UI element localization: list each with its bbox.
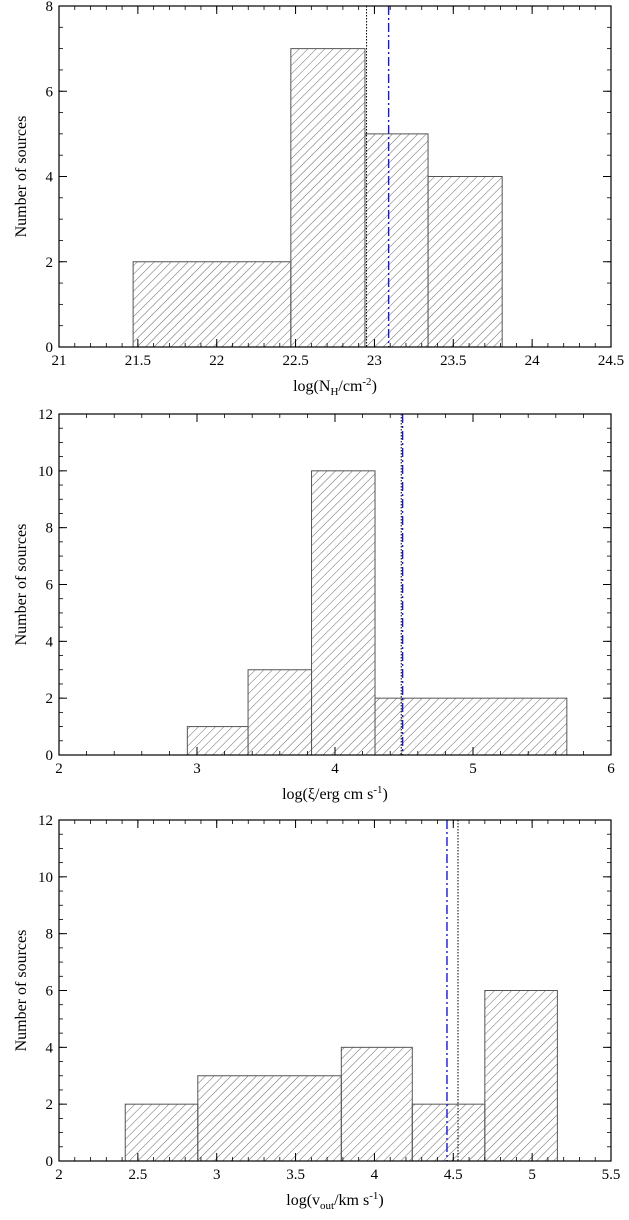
x-tick-label: 21 [52, 353, 67, 369]
y-tick-label: 12 [38, 813, 53, 829]
x-axis-label-mid: /cm [338, 378, 363, 395]
x-axis-label-base: log(ξ/erg cm s [282, 786, 373, 803]
histogram-bar-3 [364, 133, 429, 348]
y-axis-label: Number of sources [13, 930, 30, 1052]
histogram-bar-3 [311, 470, 376, 756]
histogram-bar-1 [124, 1103, 199, 1162]
histogram-bar-4 [411, 1103, 486, 1162]
y-tick-label: 6 [46, 84, 54, 100]
y-axis-label: Number of sources [13, 116, 30, 238]
x-tick-label: 22.5 [282, 353, 308, 369]
x-axis-label-base: log(N [293, 378, 331, 395]
x-tick-label: 5 [469, 761, 477, 777]
histogram-bar-3 [340, 1046, 413, 1162]
x-axis-label-end: ) [372, 378, 377, 395]
histogram-bar-4 [374, 697, 568, 756]
x-axis-label: log(vout/km s-1) [286, 1190, 383, 1212]
x-axis-label: log(ξ/erg cm s-1) [282, 784, 388, 803]
y-tick-label: 4 [46, 170, 54, 186]
y-tick-label: 0 [46, 1154, 54, 1170]
x-tick-label: 6 [607, 761, 615, 777]
y-tick-label: 8 [46, 927, 54, 943]
y-tick-label: 2 [46, 1097, 54, 1113]
y-tick-label: 0 [46, 340, 54, 356]
y-tick-label: 12 [38, 407, 53, 423]
histogram-bar-4 [427, 176, 503, 348]
x-axis-label-mid: /km s [334, 1192, 369, 1209]
x-tick-label: 24 [525, 353, 541, 369]
x-axis-label-end: ) [378, 1192, 383, 1209]
x-tick-label: 21.5 [125, 353, 151, 369]
y-tick-label: 6 [46, 984, 54, 1000]
x-tick-label: 5.5 [602, 1167, 621, 1183]
y-tick-label: 10 [38, 464, 53, 480]
y-tick-label: 4 [46, 1040, 54, 1056]
x-axis-label-sup: -1 [373, 784, 382, 796]
y-tick-label: 8 [46, 0, 54, 15]
x-axis-label: log(NH/cm-2) [293, 376, 377, 398]
histogram-bar-1 [186, 726, 249, 756]
x-axis-label-sub: out [320, 1200, 334, 1212]
x-tick-label: 2.5 [128, 1167, 147, 1183]
x-tick-label: 2 [55, 1167, 63, 1183]
x-axis-label-base: log(v [286, 1192, 320, 1209]
histogram-bar-2 [247, 669, 313, 756]
x-axis-label-sup: -2 [362, 376, 371, 388]
y-tick-label: 2 [46, 691, 54, 707]
x-tick-label: 3 [193, 761, 201, 777]
histogram-bar-2 [290, 48, 366, 348]
histogram-bar-1 [132, 261, 292, 348]
x-tick-label: 3 [213, 1167, 221, 1183]
x-tick-label: 24.5 [598, 353, 624, 369]
y-tick-label: 8 [46, 521, 54, 537]
y-axis-label: Number of sources [13, 524, 30, 646]
histogram-bar-5 [484, 990, 558, 1162]
y-tick-label: 10 [38, 870, 53, 886]
y-tick-label: 0 [46, 748, 54, 764]
x-axis-label-end: ) [383, 786, 388, 803]
x-tick-label: 23.5 [440, 353, 466, 369]
x-tick-label: 23 [367, 353, 382, 369]
y-tick-label: 6 [46, 578, 54, 594]
histogram-bar-2 [197, 1075, 342, 1162]
y-tick-label: 2 [46, 255, 54, 271]
x-axis-label-sub: H [330, 386, 338, 398]
x-tick-label: 2 [55, 761, 63, 777]
x-tick-label: 4 [371, 1167, 379, 1183]
x-tick-label: 4.5 [444, 1167, 463, 1183]
x-tick-label: 3.5 [286, 1167, 305, 1183]
x-tick-label: 4 [331, 761, 339, 777]
x-tick-label: 22 [209, 353, 224, 369]
y-tick-label: 4 [46, 634, 54, 650]
x-tick-label: 5 [528, 1167, 536, 1183]
x-axis-label-sup: -1 [369, 1190, 378, 1202]
